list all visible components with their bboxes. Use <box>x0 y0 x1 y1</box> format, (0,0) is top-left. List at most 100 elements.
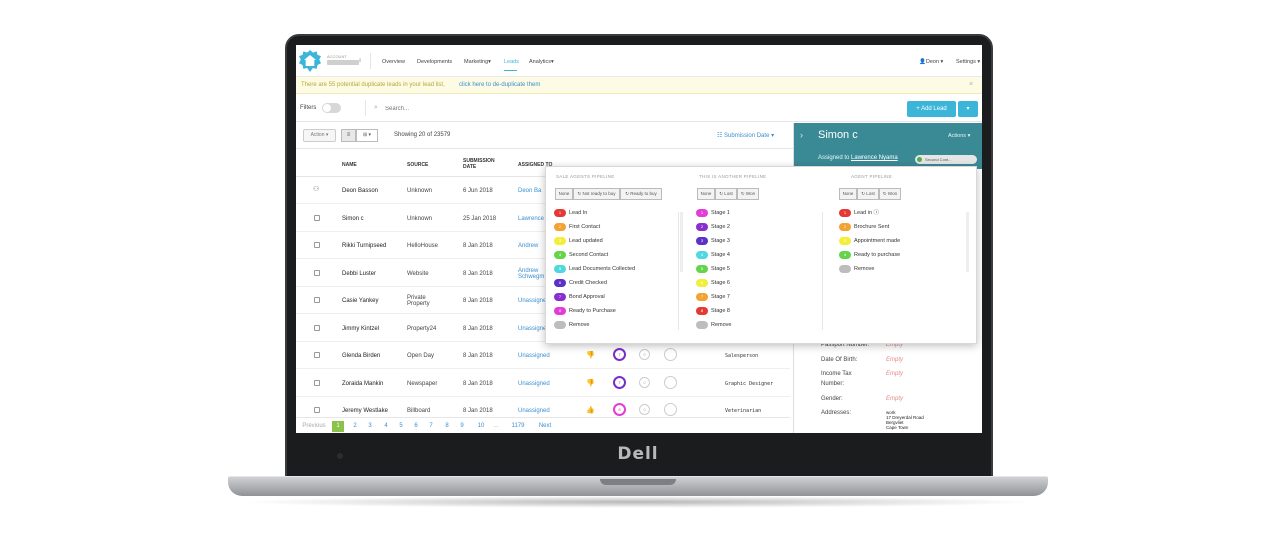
pager-page[interactable]: 3 <box>368 423 372 429</box>
lead-name-cell[interactable]: Glenda Birden <box>342 353 381 359</box>
table-row[interactable]: ⚇ Deon Basson Unknown 6 Jun 2018 Deon Ba <box>296 177 790 204</box>
grid-view-button[interactable]: ⊞ ▾ <box>356 129 378 142</box>
field-value[interactable]: Empty <box>886 357 904 363</box>
pipeline-stage-option[interactable]: 6 Credit Checked <box>554 279 684 287</box>
lead-name-cell[interactable]: Jeremy Westlake <box>342 408 388 414</box>
field-value[interactable]: Empty <box>886 371 904 377</box>
pager-previous[interactable]: Previous <box>302 423 326 429</box>
pipeline-stage-option[interactable]: Remove <box>554 321 684 329</box>
pipeline-stage-option[interactable]: 8 Stage 8 <box>696 307 826 315</box>
user-menu[interactable]: 👤Deon ▾ <box>919 59 943 65</box>
pipeline-filter-button[interactable]: ↻ Lost <box>715 188 737 200</box>
assigned-cell[interactable]: Unassigned <box>518 325 550 332</box>
docs-indicator[interactable]: 0 <box>639 404 650 415</box>
table-row[interactable]: Casie Yankey Private Property 8 Jan 2018 Una… <box>296 287 790 314</box>
list-view-button[interactable]: ≡ <box>341 129 356 142</box>
stage-indicator[interactable]: 8 <box>613 403 626 416</box>
row-checkbox[interactable] <box>314 297 320 303</box>
pipeline-stage-option[interactable]: 3 Appointment made <box>839 237 969 245</box>
pipeline-filter-button[interactable]: None <box>555 188 573 200</box>
assigned-cell[interactable]: Unassigned <box>518 353 550 359</box>
table-row[interactable]: Rikki Turnipseed HelloHouse 8 Jan 2018 Andr… <box>296 232 790 259</box>
pager-page[interactable]: 4 <box>384 423 388 429</box>
stage-pill[interactable]: Second Cont... <box>915 155 977 164</box>
assigned-cell[interactable]: Andrew Schwegm <box>518 268 544 280</box>
pager-last[interactable]: 1179 <box>511 423 525 429</box>
assigned-cell[interactable]: Lawrence <box>518 215 545 222</box>
pipeline-stage-option[interactable]: Remove <box>696 321 826 329</box>
lead-name-cell[interactable]: Deon Basson <box>342 188 379 194</box>
row-checkbox[interactable] <box>314 214 320 221</box>
col-assigned-to[interactable]: ASSIGNED TO <box>518 162 553 168</box>
search-input[interactable] <box>385 103 585 114</box>
nav-marketing[interactable]: Marketing▾ <box>464 59 491 65</box>
nav-developments[interactable]: Developments <box>417 59 453 65</box>
column-scrollbar[interactable] <box>966 212 969 272</box>
row-checkbox[interactable] <box>314 352 320 358</box>
assigned-cell[interactable]: Andrew <box>518 243 539 249</box>
pipeline-stage-option[interactable]: 1 Lead In <box>554 209 684 217</box>
pipeline-stage-option[interactable]: 2 Stage 2 <box>696 223 826 231</box>
pipeline-stage-option[interactable]: 4 Second Contact <box>554 251 684 259</box>
pager-page[interactable]: 1 <box>332 421 344 432</box>
thumb-icon[interactable]: 👎 <box>586 352 595 359</box>
filters-toggle[interactable] <box>322 103 341 113</box>
account-name-redacted[interactable] <box>327 60 359 65</box>
pipeline-stage-option[interactable]: 7 Stage 7 <box>696 293 826 301</box>
lead-name-cell[interactable]: Zoraida Mankin <box>342 380 384 387</box>
pipeline-stage-option[interactable]: 8 Ready to Purchase <box>554 307 684 315</box>
pipeline-filter-button[interactable]: ↻ Won <box>879 188 901 200</box>
lead-name-cell[interactable]: Casie Yankey <box>342 298 379 304</box>
pipeline-stage-option[interactable]: 4 Ready to purchase <box>839 251 969 259</box>
add-lead-dropdown-button[interactable]: ▾ <box>958 101 978 117</box>
row-checkbox[interactable] <box>314 379 320 386</box>
pager-page[interactable]: 9 <box>460 423 464 429</box>
nav-leads[interactable]: Leads <box>504 59 519 65</box>
pipeline-stage-option[interactable]: 1 Lead in ⓘ <box>839 209 969 217</box>
table-row[interactable]: Zoraida Mankin Newspaper 8 Jan 2018 Unassig… <box>296 370 790 397</box>
pager-next[interactable]: Next <box>538 423 552 429</box>
credit-indicator[interactable] <box>664 348 677 361</box>
bulk-action-button[interactable]: Action ▾ <box>303 129 336 142</box>
lead-name-cell[interactable]: Rikki Turnipseed <box>342 243 387 249</box>
thumb-icon[interactable]: 👎 <box>586 379 595 387</box>
pipeline-filter-button[interactable]: ↻ Not ready to buy <box>573 188 620 200</box>
pipeline-stage-option[interactable]: 3 Lead updated <box>554 237 684 245</box>
nav-overview[interactable]: Overview <box>382 59 405 65</box>
pipeline-stage-option[interactable]: 6 Stage 6 <box>696 279 826 287</box>
pager-page[interactable]: 2 <box>353 423 357 429</box>
sort-dropdown[interactable]: ☷ Submission Date ▾ <box>717 133 775 139</box>
lead-name-cell[interactable]: Simon c <box>342 215 364 222</box>
pipeline-stage-option[interactable]: 5 Lead Documents Collected <box>554 265 684 273</box>
lead-name-cell[interactable]: Debbi Luster <box>342 270 377 277</box>
add-lead-button[interactable]: + Add Lead <box>907 101 956 117</box>
col-source[interactable]: SOURCE <box>407 162 429 168</box>
close-icon[interactable]: × <box>969 81 974 88</box>
pager-page[interactable]: 5 <box>399 423 403 429</box>
stage-indicator[interactable]: 7 <box>613 348 626 361</box>
account-switch-icon[interactable]: ⇕ <box>358 58 363 64</box>
pipeline-filter-button[interactable]: None <box>839 188 857 200</box>
dedupe-link[interactable]: click here to de-duplicate them <box>459 82 541 88</box>
settings-menu[interactable]: Settings ▾ <box>956 59 981 65</box>
row-checkbox[interactable] <box>314 269 320 276</box>
lead-name-cell[interactable]: Jimmy Kintzel <box>342 325 380 332</box>
credit-indicator[interactable] <box>664 403 677 416</box>
table-row[interactable]: Debbi Luster Website 8 Jan 2018 Andrew Schwe… <box>296 260 790 287</box>
pipeline-filter-button[interactable]: ↻ Ready to buy <box>620 188 662 200</box>
pipeline-stage-option[interactable]: 2 First Contact <box>554 223 684 231</box>
assigned-cell[interactable]: Unassigned <box>518 380 550 387</box>
lead-actions-menu[interactable]: Actions ▾ <box>948 133 971 139</box>
pipeline-stage-option[interactable]: Remove <box>839 265 969 273</box>
pipeline-stage-option[interactable]: 1 Stage 1 <box>696 209 826 217</box>
assigned-cell[interactable]: Unassigned <box>518 408 550 414</box>
pipeline-filter-button[interactable]: ↻ Lost <box>857 188 879 200</box>
assigned-cell[interactable]: Unassigned <box>518 298 550 304</box>
pipeline-filter-button[interactable]: ↻ Won <box>737 188 759 200</box>
pipeline-stage-option[interactable]: 7 Bond Approval <box>554 293 684 301</box>
docs-indicator[interactable]: 0 <box>639 349 650 360</box>
nav-analytics[interactable]: Analytics▾ <box>529 59 554 65</box>
row-checkbox[interactable] <box>314 242 320 248</box>
thumb-icon[interactable]: 👍 <box>586 407 595 414</box>
field-value[interactable]: Empty <box>886 396 904 402</box>
